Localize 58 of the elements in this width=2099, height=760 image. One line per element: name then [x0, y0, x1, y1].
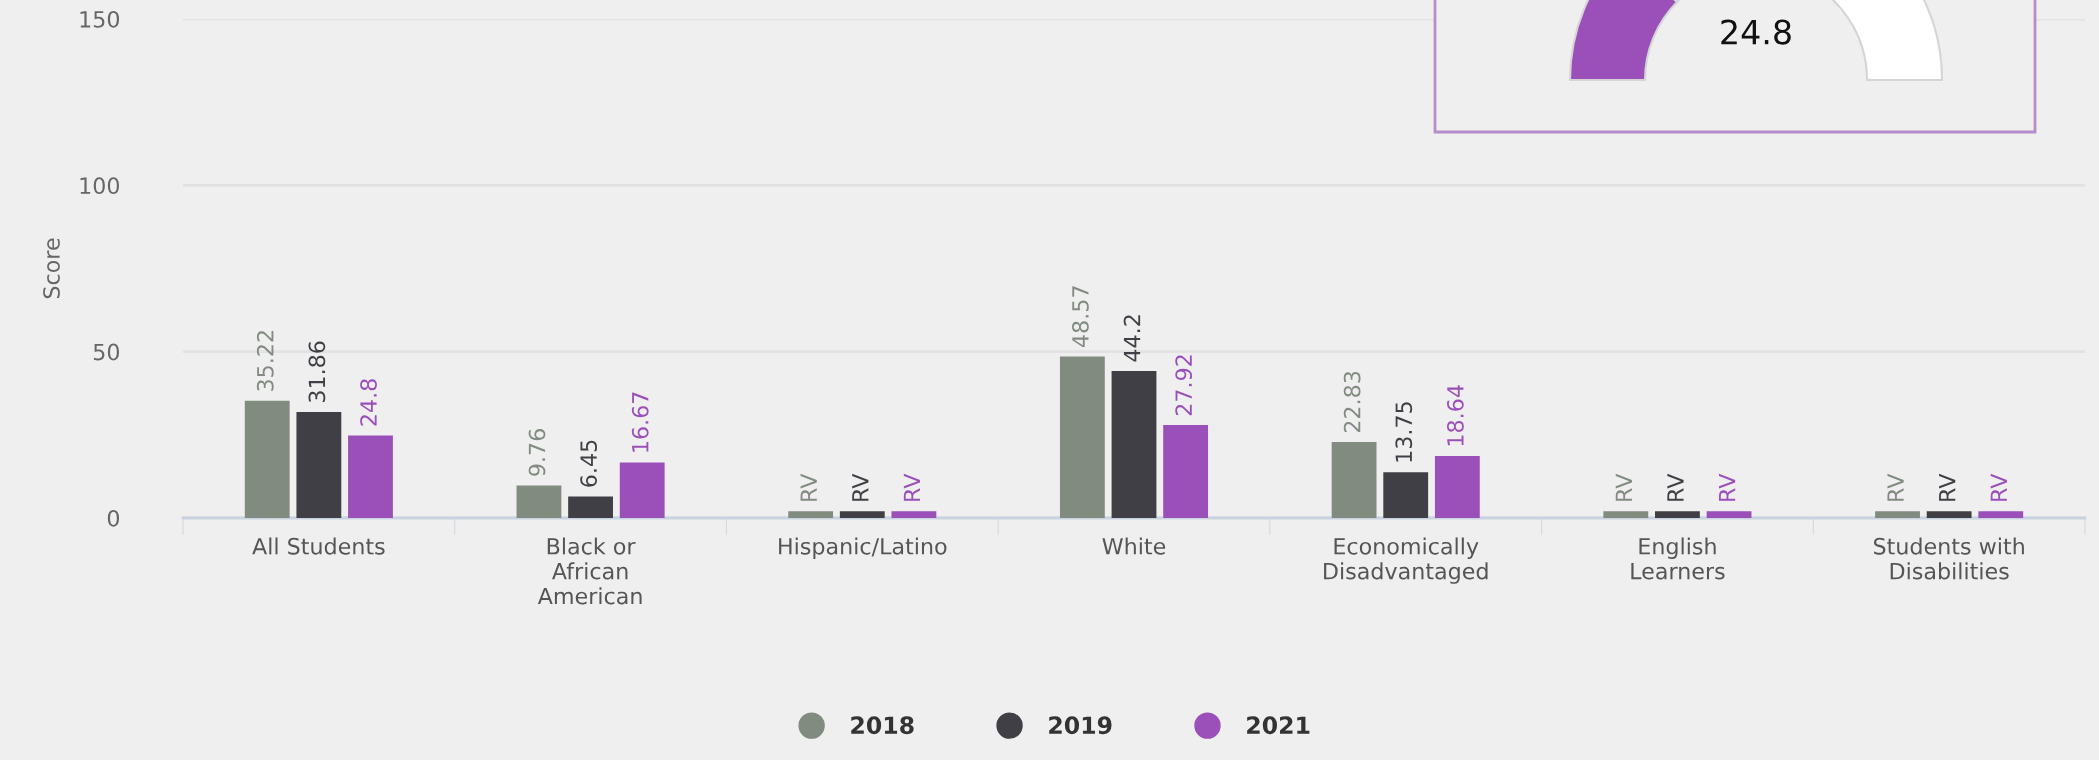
legend-label: 2021	[1247, 716, 1310, 735]
data-label: 27.92	[1175, 355, 1193, 416]
data-label: 18.64	[1446, 385, 1464, 446]
bar	[788, 511, 834, 518]
bar	[1163, 425, 1209, 518]
data-label: RV	[1990, 473, 2007, 501]
bar	[839, 511, 885, 518]
data-label: 6.45	[580, 440, 598, 487]
bar	[1434, 455, 1480, 518]
x-tick-label: Economically Disadvantaged	[1324, 537, 1488, 584]
legend-label: 2018	[851, 716, 914, 735]
x-tick-label: English Learners	[1631, 537, 1725, 580]
data-label: 22.83	[1343, 371, 1361, 433]
bar	[1875, 511, 1920, 518]
bar	[1111, 370, 1157, 518]
bar	[296, 412, 342, 518]
data-label: RV	[1718, 473, 1736, 501]
y-tick-label: 50	[93, 343, 120, 361]
data-label: 31.86	[308, 341, 326, 402]
bar	[1926, 511, 1972, 518]
data-label: 24.8	[360, 379, 377, 426]
x-tick-label: All Students	[252, 537, 385, 555]
data-label: RV	[1667, 473, 1684, 501]
data-label: 13.75	[1395, 402, 1413, 462]
bar	[1383, 472, 1429, 518]
bar	[1978, 511, 2024, 518]
bar	[1603, 511, 1649, 518]
y-tick-label: 150	[80, 10, 120, 28]
bar	[1655, 511, 1700, 518]
x-tick-label: White	[1102, 537, 1166, 555]
data-label: 35.22	[256, 331, 274, 391]
bar	[568, 496, 613, 518]
x-tick-label: Hispanic/Latino	[779, 537, 947, 559]
data-label: RV	[852, 473, 869, 501]
y-axis-title: Score	[43, 238, 60, 299]
data-label: RV	[1615, 473, 1632, 501]
x-tick-label: Students with Disabilities	[1873, 537, 2024, 580]
bar	[1059, 356, 1105, 518]
legend-label: 2019	[1049, 716, 1112, 735]
bar	[619, 462, 665, 518]
data-label: RV	[1939, 473, 1956, 501]
data-label: 16.67	[631, 392, 649, 452]
data-label: RV	[800, 473, 817, 501]
data-label: 48.57	[1072, 286, 1089, 347]
bar	[891, 511, 937, 518]
bar	[1331, 442, 1377, 518]
x-tick-label: Black or African American	[537, 537, 642, 605]
data-label: 9.76	[528, 429, 546, 476]
bar	[516, 485, 562, 518]
annotation: 24.8	[1721, 19, 1791, 45]
data-label: RV	[903, 473, 921, 501]
bar	[348, 435, 393, 518]
data-label: RV	[1887, 473, 1904, 501]
data-label: 44.2	[1123, 315, 1141, 362]
bar	[1706, 511, 1752, 518]
y-tick-label: 0	[107, 509, 120, 527]
bar	[244, 400, 290, 518]
y-tick-label: 100	[80, 177, 120, 195]
